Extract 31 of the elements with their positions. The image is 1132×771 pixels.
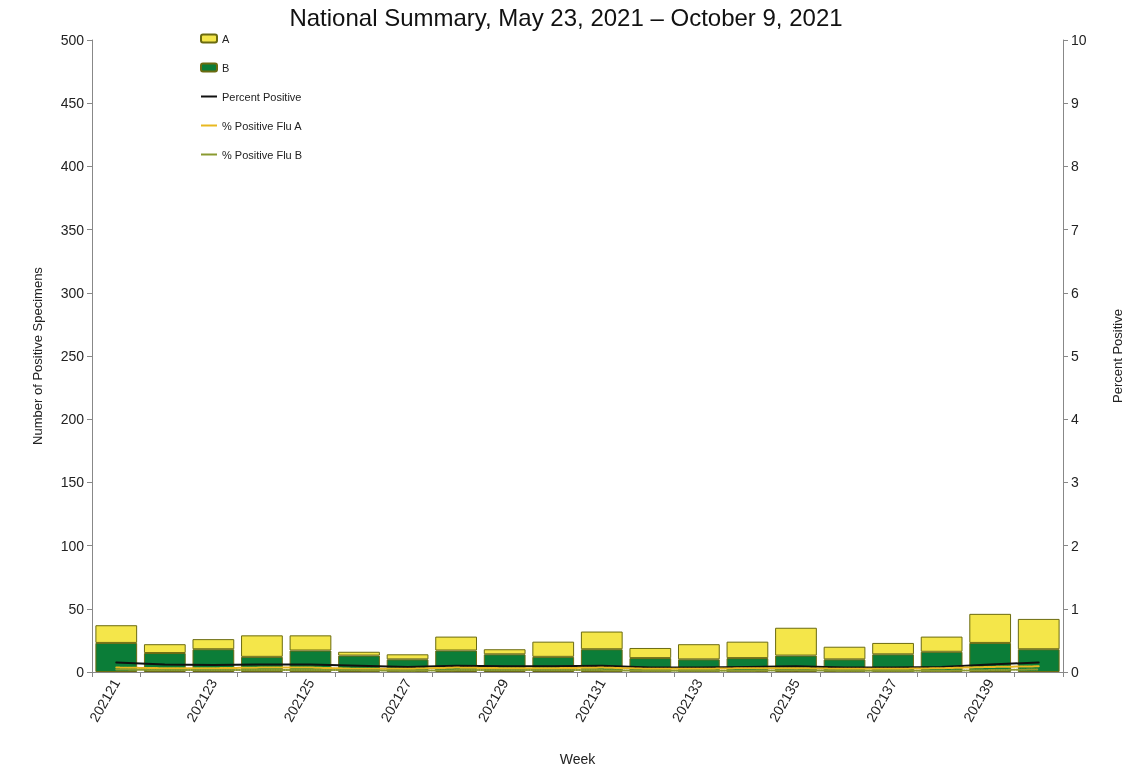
y2-tick-label: 6: [1071, 284, 1079, 301]
y-tick-label: 400: [60, 158, 85, 175]
legend-label: % Positive Flu A: [222, 119, 303, 132]
y-tick-label: 50: [68, 600, 85, 617]
x-axis-title: Week: [559, 751, 597, 767]
y2-tick-label: 3: [1071, 474, 1079, 491]
y-tick-label: 100: [60, 537, 85, 554]
y2-tick-label: 9: [1071, 95, 1079, 112]
y-axis-title: Number of Positive Specimens: [30, 266, 45, 445]
y-tick-label: 350: [60, 221, 85, 238]
y-tick-label: 250: [60, 348, 85, 364]
y-tick-label: 0: [76, 664, 85, 680]
y2-tick-label: 4: [1071, 411, 1079, 428]
y2-axis-title: Percent Positive: [1110, 309, 1125, 403]
legend-label: % Positive Flu B: [222, 148, 303, 161]
y2-tick-label: 0: [1071, 664, 1079, 680]
y2-tick-label: 8: [1071, 158, 1079, 175]
y-tick-label: 200: [60, 411, 85, 428]
y-tick-label: 150: [60, 474, 85, 491]
legend-label: B: [222, 61, 230, 74]
y2-tick-label: 2: [1071, 537, 1079, 554]
y2-tick-label: 1: [1071, 600, 1079, 617]
y2-tick-label: 10: [1071, 32, 1087, 48]
y-tick-label: 450: [60, 95, 85, 112]
legend-label: A: [222, 32, 230, 45]
y-tick-label: 500: [60, 32, 85, 48]
y-tick-label: 300: [60, 284, 85, 301]
legend-label: Percent Positive: [222, 90, 302, 103]
y2-tick-label: 7: [1071, 221, 1079, 238]
chart-title: National Summary, May 23, 2021 – October 9, 2021: [289, 3, 843, 31]
y2-tick-label: 5: [1071, 348, 1079, 364]
